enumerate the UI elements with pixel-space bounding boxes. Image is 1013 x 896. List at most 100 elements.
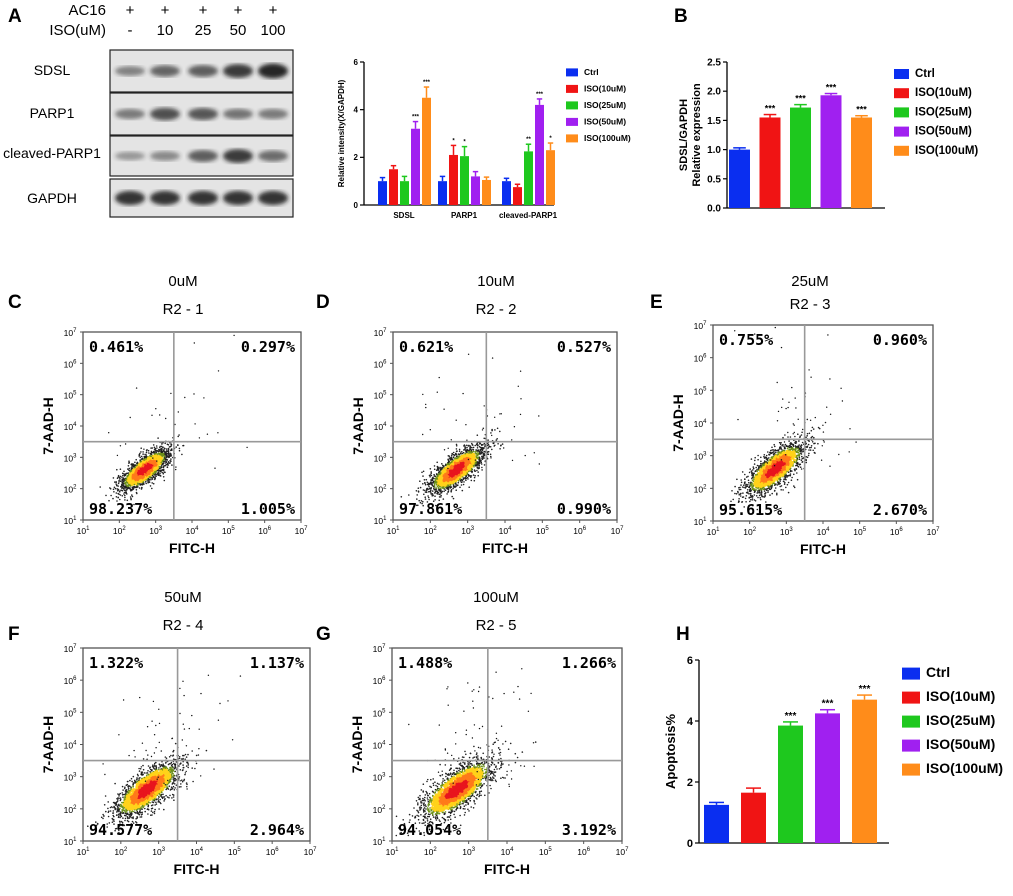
quadrant-upper-right-pct: 0.527%	[557, 338, 611, 356]
dose-title: 10uM	[477, 273, 515, 290]
event-dot	[772, 453, 775, 456]
event-dot	[465, 424, 467, 426]
y-tick-label: 107	[374, 328, 387, 338]
event-dot	[135, 387, 138, 389]
event-dot	[801, 431, 803, 434]
event-dot	[524, 454, 526, 457]
event-dot	[116, 488, 119, 490]
event-dot	[203, 397, 205, 399]
event-dot	[431, 484, 434, 487]
event-dot	[422, 483, 424, 485]
event-dot	[444, 486, 447, 489]
event-dot	[126, 481, 129, 484]
iso-dose-label: 25	[195, 22, 212, 39]
event-dot	[801, 441, 804, 444]
event-dot	[483, 447, 485, 449]
event-dot	[114, 487, 117, 490]
event-dot	[755, 466, 757, 469]
panel-label-h: H	[676, 624, 690, 645]
protein-band	[223, 149, 253, 163]
event-dot	[462, 392, 464, 395]
event-dot	[470, 465, 474, 468]
event-dot	[429, 429, 431, 431]
event-dot	[134, 466, 136, 469]
event-dot	[474, 452, 477, 454]
event-dot	[442, 474, 446, 478]
event-dot	[457, 481, 460, 484]
event-dot	[487, 453, 489, 456]
event-dot	[109, 488, 112, 490]
event-dot	[162, 459, 164, 462]
event-dot	[469, 475, 472, 477]
ac16-sign: +	[199, 2, 208, 19]
event-dot	[155, 451, 158, 453]
event-dot	[757, 458, 759, 461]
event-dot	[162, 466, 165, 469]
event-dot	[473, 466, 475, 468]
event-dot	[455, 478, 459, 482]
legend-swatch	[902, 691, 920, 704]
event-dot	[122, 488, 125, 490]
bar	[759, 117, 781, 208]
event-dot	[800, 434, 803, 436]
event-dot	[123, 489, 126, 492]
event-dot	[159, 450, 161, 452]
event-dot	[139, 462, 143, 466]
event-dot	[128, 461, 130, 464]
event-dot	[441, 463, 443, 465]
event-dot	[166, 462, 169, 465]
event-dot	[165, 455, 167, 458]
event-dot	[134, 473, 138, 477]
x-tick-label: 106	[573, 526, 586, 536]
event-dot	[125, 492, 127, 495]
event-dot	[153, 474, 156, 476]
dose-title: 25uM	[791, 273, 829, 290]
event-dot	[784, 481, 786, 484]
treatment-label-iso: ISO(uM)	[49, 22, 106, 39]
event-dot	[124, 481, 126, 483]
event-dot	[127, 473, 130, 476]
event-dot	[138, 475, 142, 478]
event-dot	[143, 459, 146, 461]
event-dot	[455, 443, 458, 446]
protein-band	[115, 108, 145, 120]
event-dot	[763, 454, 766, 456]
quadrant-upper-right-pct: 0.297%	[241, 338, 295, 356]
event-dot	[495, 439, 498, 441]
event-dot	[116, 477, 119, 480]
quadrant-lower-right-pct: 1.005%	[241, 500, 295, 518]
event-dot	[424, 496, 427, 499]
gate-title: R2 - 1	[163, 301, 204, 318]
event-dot	[442, 466, 444, 469]
event-dot	[438, 471, 440, 474]
event-dot	[511, 439, 513, 441]
event-dot	[450, 491, 453, 493]
event-dot	[444, 489, 447, 492]
event-dot	[128, 484, 130, 486]
event-dot	[470, 476, 472, 479]
event-dot	[455, 455, 458, 458]
treatment-label-ac16: AC16	[68, 2, 106, 19]
event-dot	[129, 416, 131, 419]
event-dot	[476, 443, 478, 446]
event-dot	[450, 439, 452, 441]
bar	[471, 176, 480, 205]
event-dot	[461, 489, 464, 492]
event-dot	[480, 446, 483, 449]
protein-band	[150, 107, 180, 121]
band-label-cleaved-parp1: cleaved-PARP1	[3, 145, 101, 161]
event-dot	[119, 498, 121, 501]
event-dot	[471, 470, 474, 473]
legend-swatch	[894, 69, 909, 79]
event-dot	[434, 495, 436, 498]
event-dot	[435, 473, 438, 475]
event-dot	[481, 466, 483, 469]
protein-band	[258, 108, 288, 120]
significance-label: *	[452, 138, 455, 144]
event-dot	[427, 496, 430, 499]
event-dot	[760, 462, 762, 465]
event-dot	[99, 486, 101, 488]
event-dot	[472, 450, 475, 453]
event-dot	[477, 461, 479, 463]
